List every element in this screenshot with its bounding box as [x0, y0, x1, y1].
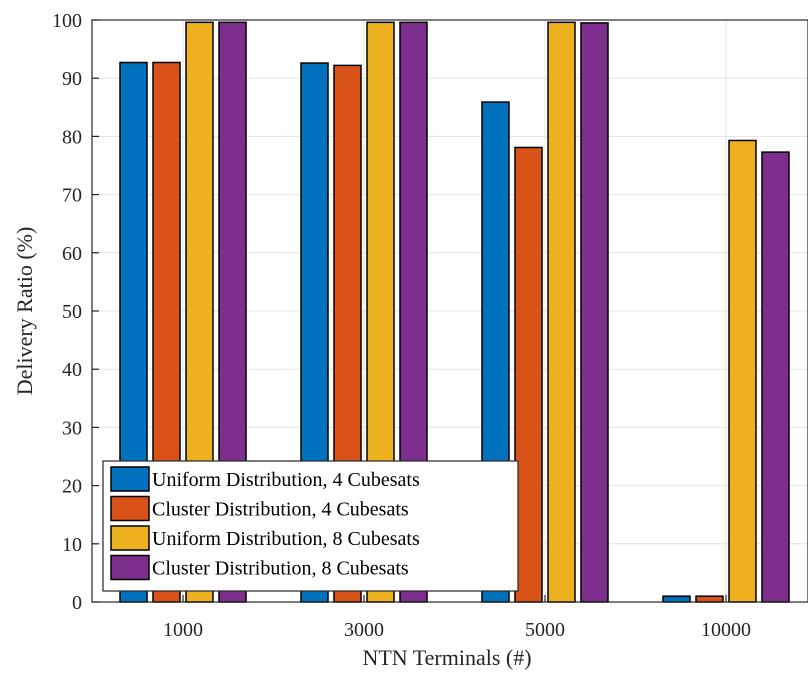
bar [662, 595, 691, 603]
y-tick-label: 90 [62, 68, 82, 90]
bar [695, 595, 724, 603]
y-tick-label: 20 [62, 476, 82, 498]
y-axis-label: Delivery Ratio (%) [12, 227, 37, 396]
y-tick-label: 70 [62, 185, 82, 207]
legend-entry: Uniform Distribution, 4 Cubesats [152, 469, 420, 491]
x-axis-label: NTN Terminals (#) [362, 645, 531, 670]
x-tick-label: 1000 [163, 619, 203, 641]
legend-swatch [110, 525, 150, 551]
legend-entry: Cluster Distribution, 8 Cubesats [152, 558, 409, 580]
legend-swatch [110, 466, 150, 492]
y-tick-label: 0 [72, 592, 82, 614]
legend-entry: Uniform Distribution, 8 Cubesats [152, 528, 420, 550]
x-tick-label: 10000 [701, 619, 751, 641]
legend-swatch [110, 554, 150, 581]
bar [547, 21, 576, 603]
x-axis-ticks: 1000 3000 5000 10000 [163, 595, 751, 641]
bar [580, 22, 609, 603]
y-tick-label: 80 [62, 126, 82, 148]
legend: Uniform Distribution, 4 Cubesats Cluster … [102, 460, 519, 592]
y-tick-label: 60 [62, 243, 82, 265]
bar [728, 139, 757, 603]
y-tick-label: 50 [62, 301, 82, 323]
y-tick-label: 10 [62, 534, 82, 556]
legend-swatch [110, 495, 150, 522]
y-tick-label: 100 [52, 10, 82, 32]
bar [761, 151, 790, 603]
x-tick-label: 5000 [525, 619, 565, 641]
y-axis-ticks: 0 10 20 30 40 50 60 70 80 90 100 [52, 10, 99, 614]
x-tick-label: 3000 [344, 619, 384, 641]
y-tick-label: 30 [62, 417, 82, 439]
y-tick-label: 40 [62, 359, 82, 381]
bar [514, 146, 543, 603]
legend-entry: Cluster Distribution, 4 Cubesats [152, 499, 409, 521]
legend-box [102, 460, 519, 592]
